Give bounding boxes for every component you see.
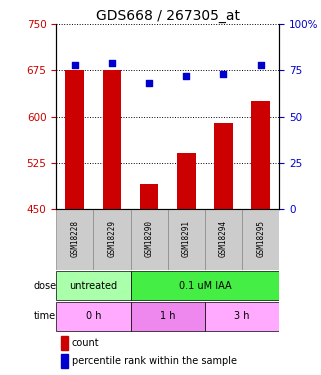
Bar [214,123,233,209]
Bar [242,209,279,270]
Bar [56,271,131,300]
Text: percentile rank within the sample: percentile rank within the sample [72,356,237,366]
Bar [131,209,168,270]
Bar [56,209,93,270]
Bar [177,153,195,209]
Bar [131,302,205,331]
Bar [205,302,279,331]
Bar [205,209,242,270]
Point [147,80,152,86]
Bar [61,354,68,368]
Title: GDS668 / 267305_at: GDS668 / 267305_at [96,9,240,23]
Point [258,62,263,68]
Text: 3 h: 3 h [234,311,250,321]
Text: GSM18290: GSM18290 [145,220,154,257]
Bar [65,70,84,209]
Text: 1 h: 1 h [160,311,176,321]
Bar [131,271,279,300]
Text: 0 h: 0 h [86,311,101,321]
Text: count: count [72,338,100,348]
Bar [103,70,121,209]
Text: time: time [34,311,56,321]
Text: GSM18294: GSM18294 [219,220,228,257]
Bar [140,184,159,209]
Text: GSM18229: GSM18229 [108,220,117,257]
Bar [168,209,205,270]
Text: GSM18291: GSM18291 [182,220,191,257]
Bar [61,336,68,350]
Text: GSM18295: GSM18295 [256,220,265,257]
Bar [251,101,270,209]
Point [221,71,226,77]
Text: 0.1 uM IAA: 0.1 uM IAA [178,280,231,291]
Point [72,62,77,68]
Text: untreated: untreated [69,280,117,291]
Point [109,60,115,66]
Bar [56,302,131,331]
Text: GSM18228: GSM18228 [70,220,79,257]
Text: dose: dose [33,280,56,291]
Point [184,73,189,79]
Bar [93,209,131,270]
